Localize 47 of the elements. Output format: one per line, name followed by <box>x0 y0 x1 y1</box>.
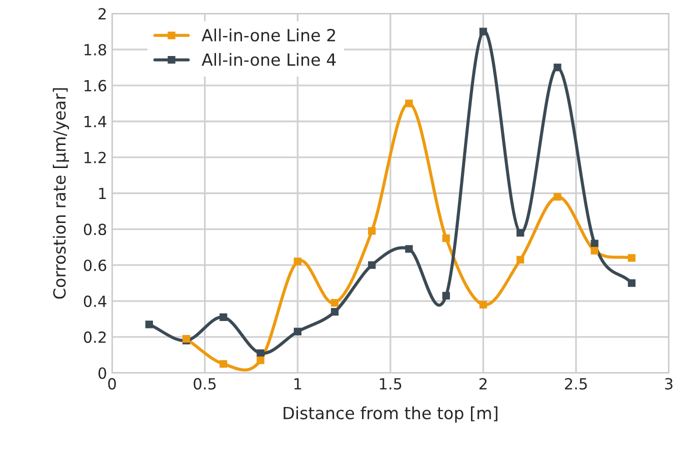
y-tick-label: 1.6 <box>84 80 106 92</box>
point <box>368 261 376 269</box>
x-tick-label: 2 <box>479 378 487 390</box>
point <box>628 279 636 287</box>
point <box>368 227 376 235</box>
y-tick-label: 0.6 <box>84 260 106 272</box>
point <box>554 64 562 72</box>
point <box>628 254 636 262</box>
y-tick-label: 1.8 <box>84 44 106 56</box>
point <box>479 28 488 36</box>
point <box>590 246 598 255</box>
point <box>479 300 488 308</box>
y-tick-label: 0.8 <box>84 224 106 236</box>
point <box>220 360 228 368</box>
y-tick-label: 0.4 <box>84 295 106 308</box>
x-tick-label: 0 <box>108 378 116 390</box>
y-axis-title: Corrostion rate [µm/year] <box>52 88 69 299</box>
point <box>516 228 524 237</box>
legend-label: All-in-one Line 4 <box>202 53 336 66</box>
y-tick-label: 2 <box>98 8 106 20</box>
x-tick-label: 2.5 <box>564 378 587 390</box>
point <box>330 308 339 316</box>
point <box>590 240 598 248</box>
point <box>294 258 302 266</box>
y-tick-label: 1.4 <box>84 116 106 128</box>
y-tick-label: 1.2 <box>84 152 106 164</box>
point <box>145 320 153 328</box>
x-tick-label: 3 <box>665 378 672 390</box>
x-tick-label: 1 <box>294 378 302 390</box>
point <box>405 100 413 108</box>
x-tick-label: 0.5 <box>194 378 216 390</box>
point <box>256 356 264 364</box>
point <box>516 256 524 264</box>
y-tick-label: 1 <box>99 188 106 200</box>
point <box>442 234 450 242</box>
y-tick-label: 0 <box>98 367 106 379</box>
point <box>256 349 264 357</box>
point <box>405 245 413 253</box>
legend-label: All-in-one Line 2 <box>202 28 336 42</box>
y-tick-label: 0.2 <box>84 331 106 343</box>
x-tick-label: 1.5 <box>380 378 402 390</box>
point <box>294 328 302 336</box>
point <box>442 292 450 300</box>
point <box>330 299 339 307</box>
x-axis-title: Distance from the top [m] <box>284 406 498 423</box>
point <box>220 313 228 322</box>
point <box>554 193 562 201</box>
